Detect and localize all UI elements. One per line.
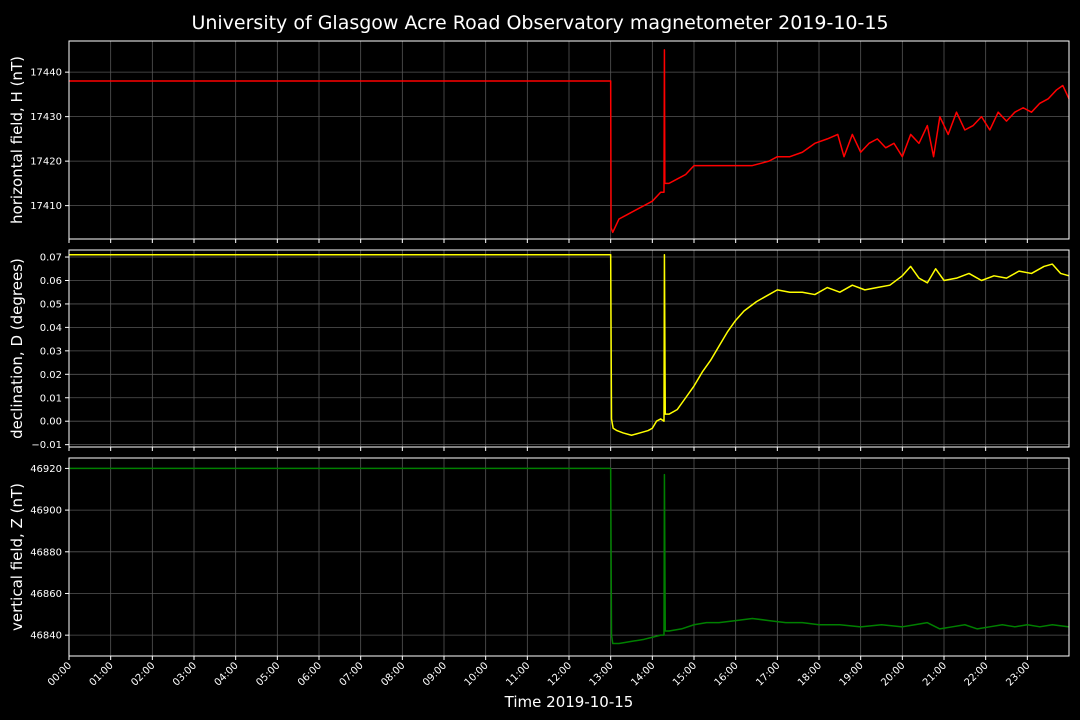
panel-2: −0.01 0.00 0.01 0.02 0.03 0.04 0.05 0.06 0.07 dec… (8, 249, 1070, 451)
y-axis-label: declination, D (degrees) (8, 258, 26, 439)
y-tick-label: 17420 (30, 157, 62, 168)
y-tick-label: 0.02 (40, 370, 62, 381)
x-tick-label: 21:00 (921, 660, 949, 688)
x-tick-label: 19:00 (838, 660, 866, 688)
panels: 17410 17420 17430 17440 horizontal field, H … (8, 40, 1070, 660)
x-tick-label: 01:00 (88, 660, 116, 688)
x-axis: 00:00 01:00 02:00 03:00 04:00 05:00 06:00 07:00… (46, 660, 1032, 688)
y-tick-label: 0.06 (40, 276, 62, 287)
x-tick-label: 18:00 (796, 660, 824, 688)
x-tick-label: 00:00 (46, 660, 74, 688)
y-tick-label: −0.01 (31, 440, 62, 451)
x-tick-label: 07:00 (338, 660, 366, 688)
plot-frame (68, 40, 1070, 240)
x-tick-label: 05:00 (254, 660, 282, 688)
y-tick-label: 0.01 (40, 393, 62, 404)
y-tick-label: 0.07 (40, 253, 62, 264)
y-axis-label: vertical field, Z (nT) (8, 483, 26, 631)
x-tick-label: 16:00 (713, 660, 741, 688)
y-tick-label: 46920 (30, 464, 62, 475)
x-tick-label: 14:00 (629, 660, 657, 688)
x-tick-label: 08:00 (379, 660, 407, 688)
x-tick-label: 12:00 (546, 660, 574, 688)
y-tick-label: 0.04 (40, 323, 62, 334)
y-tick-label: 0.03 (40, 346, 62, 357)
y-tick-label: 46880 (30, 547, 62, 558)
plot-frame (68, 249, 1070, 448)
x-tick-label: 20:00 (879, 660, 907, 688)
x-tick-label: 15:00 (671, 660, 699, 688)
x-tick-label: 06:00 (296, 660, 324, 688)
y-tick-label: 0.05 (40, 299, 62, 310)
y-tick-label: 17410 (30, 201, 62, 212)
x-tick-label: 03:00 (171, 660, 199, 688)
plot-frame (68, 457, 1070, 657)
x-tick-label: 22:00 (963, 660, 991, 688)
series-line (69, 49, 1070, 234)
x-tick-label: 11:00 (504, 660, 532, 688)
series-line (69, 467, 1070, 645)
x-tick-label: 02:00 (129, 660, 157, 688)
y-axis-label: horizontal field, H (nT) (8, 56, 26, 224)
x-tick-label: 09:00 (421, 660, 449, 688)
y-tick-label: 0.00 (40, 417, 62, 428)
x-tick-label: 17:00 (754, 660, 782, 688)
panel-1: 17410 17420 17430 17440 horizontal field, H … (8, 40, 1070, 243)
panel-3: 46840 46860 46880 46900 46920 vertical field,… (8, 457, 1070, 660)
y-tick-label: 46900 (30, 506, 62, 517)
y-tick-label: 17430 (30, 112, 62, 123)
x-axis-label: Time 2019-10-15 (504, 693, 634, 711)
y-tick-label: 17440 (30, 68, 62, 79)
x-tick-label: 13:00 (588, 660, 616, 688)
y-tick-label: 46840 (30, 631, 62, 642)
chart-title: University of Glasgow Acre Road Observat… (191, 12, 888, 34)
series-line (69, 253, 1070, 437)
x-tick-label: 23:00 (1004, 660, 1032, 688)
y-tick-label: 46860 (30, 589, 62, 600)
x-tick-label: 10:00 (463, 660, 491, 688)
x-tick-label: 04:00 (213, 660, 241, 688)
